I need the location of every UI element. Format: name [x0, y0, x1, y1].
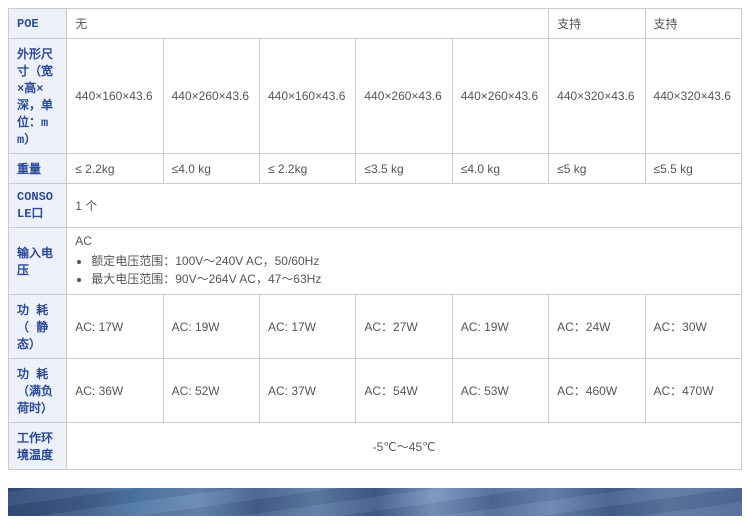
- dims-c5: 440×260×43.6: [452, 39, 548, 154]
- voltage-list: 额定电压范围：100V～240V AC，50/60Hz 最大电压范围：90V～2…: [75, 252, 733, 287]
- rowhead-weight: 重量: [9, 154, 67, 184]
- dims-c7: 440×320×43.6: [645, 39, 741, 154]
- rowhead-power-full: 功 耗（满负荷时）: [9, 359, 67, 423]
- voltage-line1: 额定电压范围：100V～240V AC，50/60Hz: [91, 252, 733, 269]
- power-full-c7: AC：470W: [645, 359, 741, 423]
- temp-value: -5℃～45℃: [67, 423, 742, 470]
- power-idle-c5: AC: 19W: [452, 295, 548, 359]
- row-dimensions: 外形尺寸（宽×高×深，单位：mm） 440×160×43.6 440×260×4…: [9, 39, 742, 154]
- power-full-c4: AC：54W: [356, 359, 452, 423]
- row-power-full: 功 耗（满负荷时） AC: 36W AC: 52W AC: 37W AC：54W…: [9, 359, 742, 423]
- rowhead-voltage: 输入电压: [9, 228, 67, 295]
- power-idle-c7: AC：30W: [645, 295, 741, 359]
- dims-c1: 440×160×43.6: [67, 39, 163, 154]
- rowhead-console: CONSOLE口: [9, 184, 67, 228]
- rowhead-temp: 工作环境温度: [9, 423, 67, 470]
- poe-support-1: 支持: [549, 9, 645, 39]
- row-poe: POE 无 支持 支持: [9, 9, 742, 39]
- weight-c1: ≤ 2.2kg: [67, 154, 163, 184]
- row-console: CONSOLE口 1 个: [9, 184, 742, 228]
- power-full-c5: AC: 53W: [452, 359, 548, 423]
- power-full-c2: AC: 52W: [163, 359, 259, 423]
- power-idle-c6: AC：24W: [549, 295, 645, 359]
- voltage-ac: AC: [75, 234, 92, 248]
- dims-c4: 440×260×43.6: [356, 39, 452, 154]
- console-value: 1 个: [67, 184, 742, 228]
- power-full-c1: AC: 36W: [67, 359, 163, 423]
- dims-c2: 440×260×43.6: [163, 39, 259, 154]
- voltage-cell: AC 额定电压范围：100V～240V AC，50/60Hz 最大电压范围：90…: [67, 228, 742, 295]
- poe-none: 无: [67, 9, 549, 39]
- row-weight: 重量 ≤ 2.2kg ≤4.0 kg ≤ 2.2kg ≤3.5 kg ≤4.0 …: [9, 154, 742, 184]
- weight-c2: ≤4.0 kg: [163, 154, 259, 184]
- spec-table: POE 无 支持 支持 外形尺寸（宽×高×深，单位：mm） 440×160×43…: [8, 8, 742, 470]
- row-voltage: 输入电压 AC 额定电压范围：100V～240V AC，50/60Hz 最大电压…: [9, 228, 742, 295]
- row-power-idle: 功 耗（ 静态） AC: 17W AC: 19W AC: 17W AC：27W …: [9, 295, 742, 359]
- power-idle-c1: AC: 17W: [67, 295, 163, 359]
- power-idle-c4: AC：27W: [356, 295, 452, 359]
- power-full-c3: AC: 37W: [259, 359, 355, 423]
- weight-c6: ≤5 kg: [549, 154, 645, 184]
- row-temp: 工作环境温度 -5℃～45℃: [9, 423, 742, 470]
- rowhead-power-idle: 功 耗（ 静态）: [9, 295, 67, 359]
- rowhead-poe: POE: [9, 9, 67, 39]
- dims-c6: 440×320×43.6: [549, 39, 645, 154]
- decorative-banner: [8, 488, 742, 516]
- power-idle-c3: AC: 17W: [259, 295, 355, 359]
- weight-c5: ≤4.0 kg: [452, 154, 548, 184]
- weight-c3: ≤ 2.2kg: [259, 154, 355, 184]
- rowhead-dims: 外形尺寸（宽×高×深，单位：mm）: [9, 39, 67, 154]
- dims-c3: 440×160×43.6: [259, 39, 355, 154]
- power-idle-c2: AC: 19W: [163, 295, 259, 359]
- weight-c7: ≤5.5 kg: [645, 154, 741, 184]
- poe-support-2: 支持: [645, 9, 741, 39]
- weight-c4: ≤3.5 kg: [356, 154, 452, 184]
- voltage-line2: 最大电压范围：90V～264V AC，47～63Hz: [91, 270, 733, 287]
- power-full-c6: AC：460W: [549, 359, 645, 423]
